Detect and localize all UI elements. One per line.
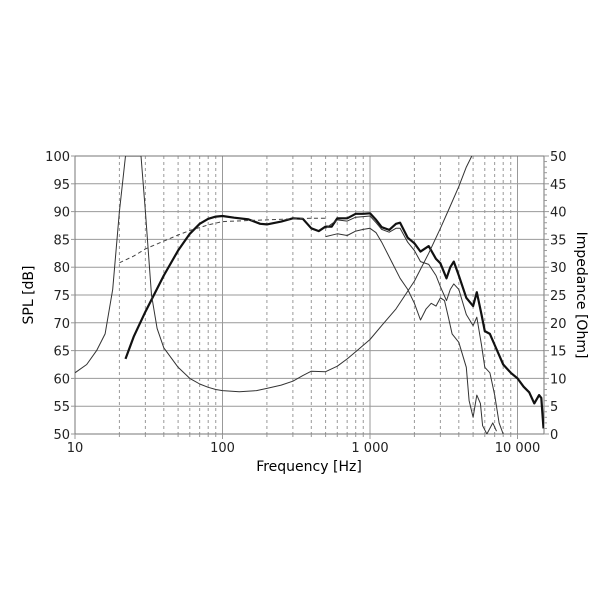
- y2-tick-label: 10: [550, 372, 567, 387]
- y2-tick-label: 20: [550, 317, 567, 332]
- y2-tick-label: 25: [550, 289, 567, 304]
- series-line: [325, 227, 497, 434]
- x-tick-label: 10 000: [495, 441, 541, 456]
- y2-tick-label: 50: [550, 150, 567, 165]
- y-axis-tick-labels: 100 95 90 85 80 75 70 65 60 55 50: [45, 150, 70, 443]
- x-tick-label: 1 000: [351, 441, 388, 456]
- y-tick-label: 50: [53, 428, 70, 443]
- series-layer: [75, 156, 544, 434]
- y-tick-label: 90: [53, 206, 70, 221]
- y-tick-label: 65: [53, 345, 70, 360]
- y-tick-label: 55: [53, 400, 70, 415]
- y-tick-label: 75: [53, 289, 70, 304]
- series-line: [75, 156, 473, 393]
- bottom-axis-minor-ticks: [71, 155, 518, 439]
- major-grid: [75, 156, 544, 434]
- y-tick-label: 70: [53, 317, 70, 332]
- y2-tick-label: 35: [550, 233, 567, 248]
- y2-tick-label: 15: [550, 345, 567, 360]
- y-tick-label: 100: [45, 150, 70, 165]
- y2-tick-label: 40: [550, 206, 567, 221]
- series-line: [325, 215, 504, 434]
- series-line: [119, 217, 326, 264]
- y2-tick-label: 0: [550, 428, 558, 443]
- x-tick-label: 10: [67, 441, 84, 456]
- y-tick-label: 80: [53, 261, 70, 276]
- y-tick-label: 85: [53, 233, 70, 248]
- x-axis-label: Frequency [Hz]: [256, 459, 362, 475]
- y2-tick-label: 5: [550, 400, 558, 415]
- y-tick-label: 60: [53, 372, 70, 387]
- y-tick-label: 95: [53, 178, 70, 193]
- right-axis-minor-ticks: [544, 155, 549, 435]
- x-tick-label: 100: [210, 441, 235, 456]
- y2-axis-label: Impedance [Ohm]: [573, 232, 589, 359]
- x-axis-tick-labels: 10 100 1 000 10 000: [67, 441, 541, 456]
- series-line: [124, 212, 544, 429]
- y2-tick-label: 30: [550, 261, 567, 276]
- y-axis-label: SPL [dB]: [21, 266, 37, 325]
- y2-tick-label: 45: [550, 178, 567, 193]
